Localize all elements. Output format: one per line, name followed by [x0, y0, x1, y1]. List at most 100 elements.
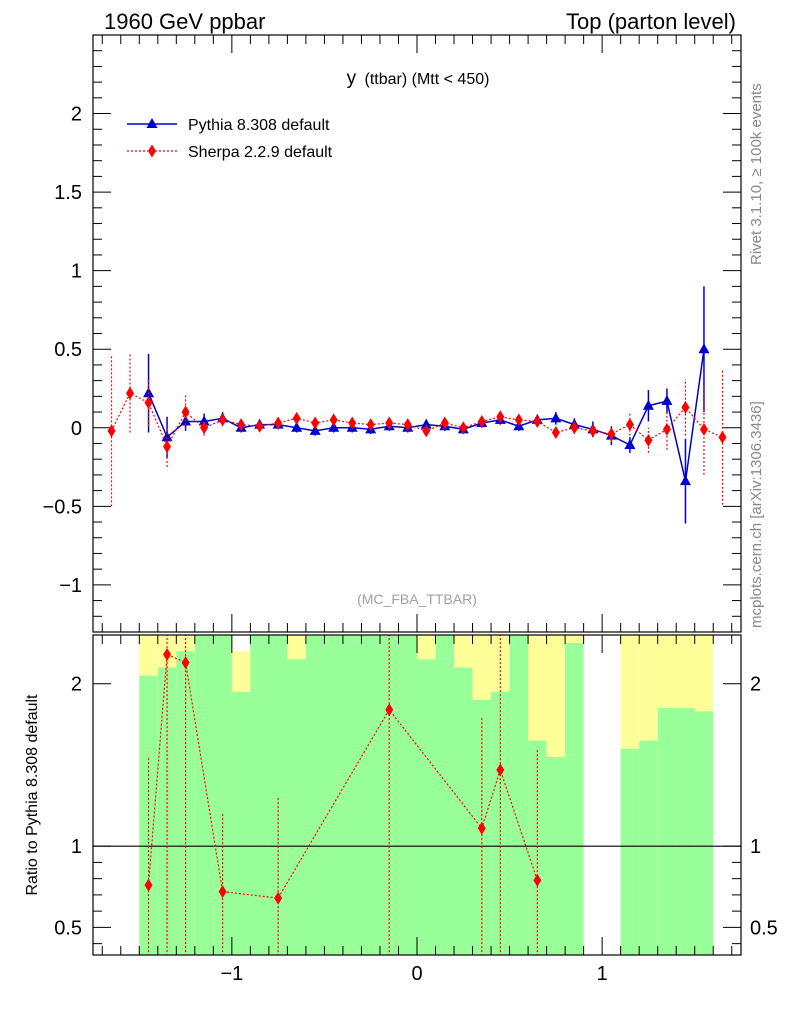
green-band-bin: [694, 711, 714, 955]
data-point-sherpa: [385, 416, 394, 430]
green-band-bin: [639, 740, 658, 955]
green-band-bin: [676, 708, 695, 955]
data-point-sherpa: [514, 413, 523, 427]
green-band-bin: [454, 667, 473, 955]
green-band-bin: [417, 659, 436, 955]
main-ytick-label: 0.5: [54, 339, 82, 361]
ratio-data-point: [218, 885, 227, 899]
legend-label-sherpa: Sherpa 2.2.9 default: [188, 144, 333, 161]
header-right: Top (parton level): [566, 9, 736, 34]
series-line-1: [110, 392, 723, 448]
green-band-bin: [324, 635, 343, 955]
data-point-pythia: [624, 439, 636, 450]
ratio-axis-ticks: 0.5 0.5 1 1 2 2 −1 0 1: [54, 635, 778, 985]
data-point-sherpa: [718, 430, 727, 444]
main-ytick-label: 1: [71, 261, 82, 283]
ratio-ylabel: Ratio to Pythia 8.308 default: [24, 694, 41, 896]
data-point-pythia: [420, 418, 432, 429]
green-band-bin: [176, 651, 195, 955]
data-point-sherpa: [588, 424, 597, 438]
green-band-bin: [361, 635, 380, 955]
main-ytick-label: 1.5: [54, 182, 82, 204]
data-point-pythia: [642, 399, 654, 410]
ratio-xtick-label: 0: [411, 963, 422, 985]
ratio-data-point: [163, 647, 172, 661]
series-line-0: [147, 349, 705, 482]
data-point-pythia: [661, 395, 673, 406]
main-panel: y (ttbar) (Mtt < 450) (MC_FBA_TTBAR) −1 −…: [43, 34, 742, 633]
rivet-version-label: Rivet 3.1.10, ≥ 100k events: [748, 83, 765, 265]
data-point-sherpa: [348, 416, 357, 430]
green-band-bin: [620, 748, 640, 955]
ratio-frame: [92, 634, 742, 956]
data-point-sherpa: [144, 396, 153, 410]
ratio-ytick-label-right: 0.5: [750, 917, 778, 939]
data-point-sherpa: [422, 424, 431, 438]
data-point-pythia: [198, 415, 210, 426]
data-point-sherpa: [570, 421, 579, 435]
green-band-bin: [194, 635, 214, 955]
data-point-pythia: [291, 421, 303, 432]
green-band-bin: [509, 635, 529, 955]
green-band-bin: [305, 635, 325, 955]
data-point-pythia: [679, 475, 691, 486]
data-point-sherpa: [163, 440, 172, 454]
main-axis-ticks: −1 −0.5 0 0.5 1 1.5 2: [43, 34, 741, 633]
green-band-bin: [139, 675, 158, 955]
ratio-series-group: [144, 635, 542, 955]
ratio-data-point: [496, 763, 505, 777]
watermark: (MC_FBA_TTBAR): [357, 591, 477, 607]
ratio-uncertainty-bands: [139, 635, 714, 955]
mcplots-label: mcplots.cern.ch [arXiv:1306.3436]: [748, 401, 765, 628]
data-point-sherpa: [255, 419, 264, 433]
ratio-ytick-label-right: 2: [750, 674, 761, 696]
data-point-sherpa: [699, 422, 708, 436]
data-point-sherpa: [644, 433, 653, 447]
data-point-sherpa: [200, 421, 209, 435]
green-band-bin: [379, 635, 399, 955]
green-band-bin: [268, 635, 288, 955]
data-point-pythia: [309, 424, 321, 435]
data-point-sherpa: [533, 414, 542, 428]
data-point-sherpa: [107, 424, 116, 438]
data-point-sherpa: [218, 413, 227, 427]
data-point-sherpa: [551, 425, 560, 439]
data-point-sherpa: [311, 416, 320, 430]
data-point-sherpa: [181, 405, 190, 419]
data-point-sherpa: [237, 418, 246, 432]
legend-marker-sherpa: [148, 144, 156, 158]
ratio-ytick-label-right: 1: [750, 836, 761, 858]
green-band-bin: [213, 635, 232, 955]
main-ytick-label: 0: [71, 418, 82, 440]
ratio-series-line: [147, 653, 538, 899]
main-ytick-label: −0.5: [43, 496, 82, 518]
ratio-panel: 0.5 0.5 1 1 2 2 −1 0 1 Ratio to Pythia 8.308 def…: [24, 634, 778, 985]
ratio-data-point: [477, 821, 486, 835]
green-band-bin: [546, 756, 566, 955]
data-point-sherpa: [477, 414, 486, 428]
ratio-data-point: [181, 656, 190, 670]
main-ytick-label: −1: [59, 575, 82, 597]
green-band-bin: [435, 635, 455, 955]
plot-title-sub: (ttbar) (Mtt < 450): [365, 71, 490, 88]
plot-title-main: y: [347, 68, 357, 89]
data-point-pythia: [328, 421, 340, 432]
legend-entry-sherpa: Sherpa 2.2.9 default: [127, 144, 333, 161]
data-point-sherpa: [329, 413, 338, 427]
data-point-pythia: [161, 431, 173, 442]
data-point-sherpa: [459, 421, 468, 435]
data-point-sherpa: [607, 427, 616, 441]
green-band-bin: [231, 691, 251, 955]
main-frame: [92, 34, 742, 633]
data-point-sherpa: [126, 386, 135, 400]
legend-label-pythia: Pythia 8.308 default: [188, 117, 330, 134]
ratio-data-point: [533, 873, 542, 887]
data-point-sherpa: [274, 416, 283, 430]
data-point-pythia: [698, 343, 710, 354]
data-point-sherpa: [366, 418, 375, 432]
ratio-xtick-label: −1: [220, 963, 243, 985]
ratio-data-point: [274, 891, 283, 905]
data-point-sherpa: [292, 411, 301, 425]
plot-title: y (ttbar) (Mtt < 450): [347, 68, 490, 89]
